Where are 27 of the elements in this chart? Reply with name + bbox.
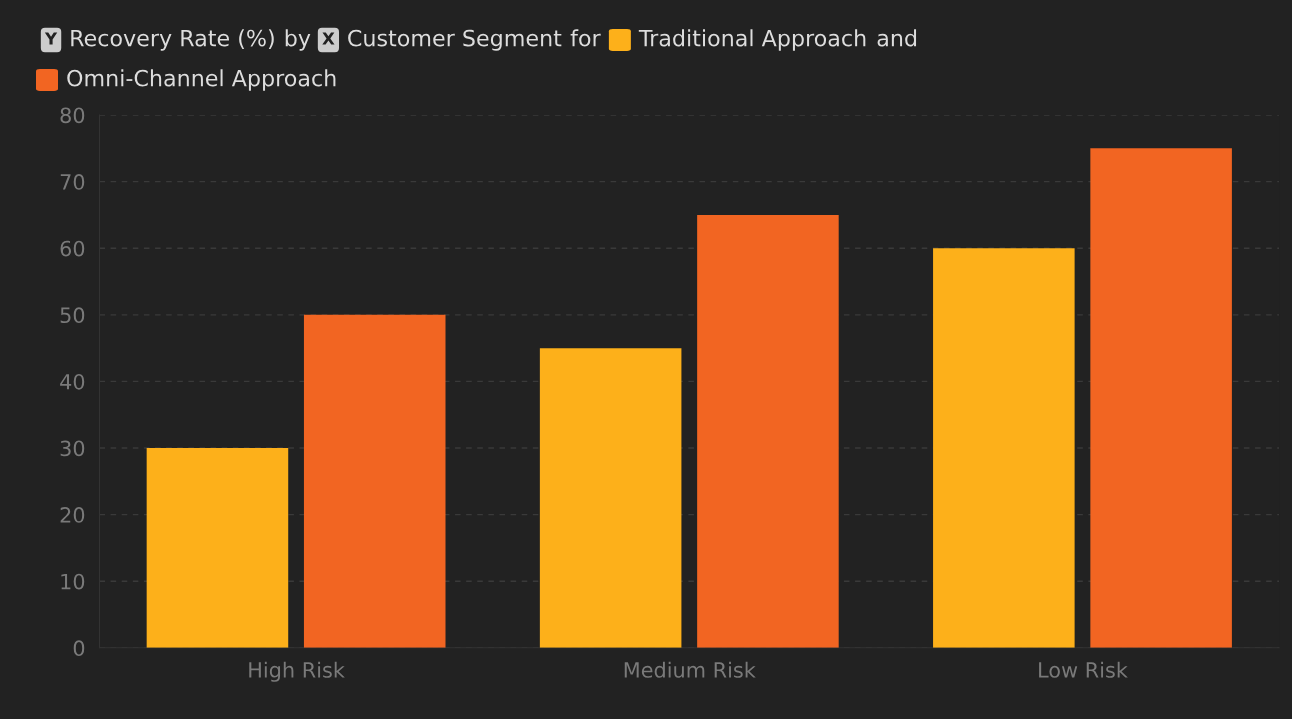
- x-tick-label: High Risk: [249, 661, 345, 682]
- y-axis-title: Recovery Rate (%): [71, 29, 274, 51]
- y-tick-label: 30: [60, 440, 85, 457]
- y-tick-label: 60: [60, 240, 85, 257]
- y-tick-label: 80: [60, 107, 85, 124]
- text: by: [285, 29, 311, 51]
- bar: [539, 348, 682, 648]
- y-tick-label: 20: [60, 507, 85, 523]
- y-tick-label: 50: [60, 307, 85, 324]
- legend-label: Traditional Approach: [638, 29, 866, 51]
- y-tick-label: 70: [60, 174, 85, 190]
- y-tick-label: 10: [61, 573, 85, 590]
- bar: [1090, 148, 1232, 648]
- legend-label: Omni-Channel Approach: [67, 69, 336, 91]
- x-tick-label: Low Risk: [1039, 661, 1128, 678]
- text: for: [570, 29, 601, 47]
- bar: [697, 214, 839, 648]
- text: X: [322, 32, 335, 45]
- x-axis-title: Customer Segment: [348, 29, 562, 51]
- text: and: [877, 29, 917, 47]
- y-tick-label: 40: [60, 373, 85, 390]
- text: Y: [44, 32, 58, 45]
- bar: [303, 314, 446, 648]
- bar: [146, 448, 289, 648]
- bar: [933, 248, 1075, 648]
- x-tick-label: Medium Risk: [624, 661, 756, 678]
- y-tick-label: 0: [73, 640, 85, 657]
